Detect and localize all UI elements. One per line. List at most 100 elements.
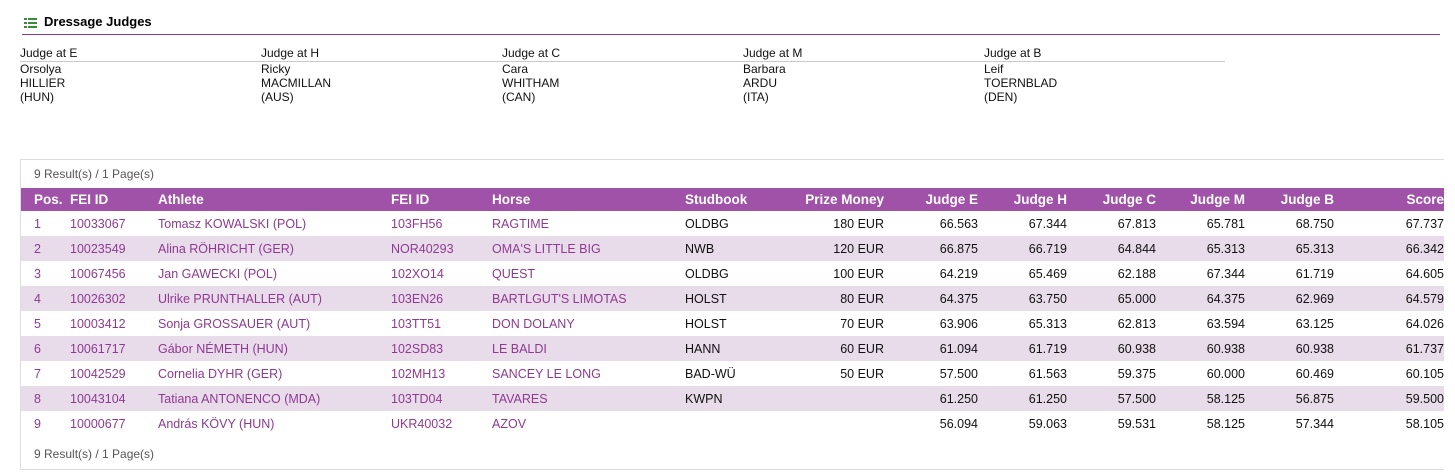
cell-pos: 5 [34, 316, 41, 331]
cell-studbook: BAD-WÜ [685, 366, 736, 381]
athlete-link[interactable]: Tatiana ANTONENCO (MDA) [158, 386, 391, 411]
horse-fei-id-link[interactable]: 103TT51 [391, 316, 442, 331]
cell-judge-c: 59.531 [1117, 416, 1156, 431]
athlete-fei-id-link[interactable]: 10003412 [70, 316, 126, 331]
horse-fei-id-link[interactable]: 103TD04 [391, 386, 492, 411]
athlete-fei-id-link[interactable]: 10043104 [68, 386, 158, 411]
col-judge-b[interactable]: Judge B [1259, 188, 1348, 211]
col-judge-c[interactable]: Judge C [1081, 188, 1170, 211]
cell-judge-e: 57.500 [939, 366, 978, 381]
athlete-fei-id-link[interactable]: 10067456 [70, 266, 126, 281]
col-studbook[interactable]: Studbook [685, 188, 777, 211]
results-table: Pos. FEI ID Athlete FEI ID Horse Studboo… [21, 188, 1444, 436]
horse-link[interactable]: SANCEY LE LONG [492, 366, 601, 381]
cell-pos: 8 [21, 386, 68, 411]
section-header: Dressage Judges [22, 10, 1440, 35]
col-score[interactable]: Score [1348, 188, 1444, 211]
col-judge-m[interactable]: Judge M [1170, 188, 1259, 211]
cell-judge-h: 61.250 [992, 386, 1081, 411]
athlete-fei-id-link[interactable]: 10061717 [68, 336, 158, 361]
horse-fei-id-link[interactable]: 102SD83 [391, 336, 492, 361]
judge-nation: (DEN) [984, 90, 1018, 104]
table-row: 6 10061717 Gábor NÉMETH (HUN) 102SD83 LE… [21, 336, 1444, 361]
table-header-row: Pos. FEI ID Athlete FEI ID Horse Studboo… [21, 188, 1444, 211]
horse-link[interactable]: RAGTIME [492, 216, 549, 231]
athlete-fei-id-link[interactable]: 10000677 [70, 416, 126, 431]
cell-score: 61.737 [1348, 336, 1444, 361]
horse-fei-id-link[interactable]: 103FH56 [391, 216, 443, 231]
col-horse[interactable]: Horse [492, 188, 685, 211]
judge-nation: (AUS) [261, 90, 294, 104]
horse-link[interactable]: QUEST [492, 266, 536, 281]
cell-judge-c: 62.813 [1117, 316, 1156, 331]
cell-judge-c: 57.500 [1081, 386, 1170, 411]
athlete-fei-id-link[interactable]: 10033067 [70, 216, 126, 231]
horse-link[interactable]: BARTLGUT'S LIMOTAS [492, 286, 685, 311]
athlete-link[interactable]: Alina RÖHRICHT (GER) [158, 236, 391, 261]
athlete-fei-id-link[interactable]: 10042529 [70, 366, 126, 381]
results-summary-bottom: 9 Result(s) / 1 Page(s) [34, 447, 155, 461]
athlete-fei-id-link[interactable]: 10023549 [68, 236, 158, 261]
athlete-link[interactable]: Ulrike PRUNTHALLER (AUT) [158, 286, 391, 311]
col-horse-fei-id[interactable]: FEI ID [391, 188, 492, 211]
horse-link[interactable]: LE BALDI [492, 336, 685, 361]
judge-first-name: Leif [984, 62, 1004, 76]
cell-judge-h: 66.719 [992, 236, 1081, 261]
horse-fei-id-link[interactable]: UKR40032 [391, 416, 453, 431]
judges-list-icon [24, 15, 37, 33]
horse-fei-id-link[interactable]: 102XO14 [391, 266, 444, 281]
col-fei-id[interactable]: FEI ID [68, 188, 158, 211]
horse-link[interactable]: OMA'S LITTLE BIG [492, 236, 685, 261]
cell-judge-c: 62.188 [1117, 266, 1156, 281]
cell-judge-c: 67.813 [1117, 216, 1156, 231]
cell-score: 60.105 [1405, 366, 1444, 381]
cell-judge-b: 60.469 [1295, 366, 1334, 381]
athlete-link[interactable]: Cornelia DYHR (GER) [158, 366, 283, 381]
results-panel: 9 Result(s) / 1 Page(s) Pos. FEI ID Athl… [20, 159, 1444, 470]
cell-judge-m: 64.375 [1170, 286, 1259, 311]
cell-pos: 1 [34, 216, 41, 231]
col-athlete[interactable]: Athlete [158, 188, 391, 211]
cell-judge-b: 65.313 [1259, 236, 1348, 261]
judge-c: Judge at C Cara WHITHAM (CAN) [502, 46, 743, 104]
athlete-link[interactable]: Sonja GROSSAUER (AUT) [158, 316, 311, 331]
table-row: 1 10033067 Tomasz KOWALSKI (POL) 103FH56… [21, 211, 1444, 236]
cell-judge-m: 60.000 [1206, 366, 1245, 381]
horse-fei-id-link[interactable]: 102MH13 [391, 366, 446, 381]
cell-judge-b: 61.719 [1295, 266, 1334, 281]
col-prize-money[interactable]: Prize Money [777, 188, 902, 211]
horse-link[interactable]: AZOV [492, 416, 527, 431]
cell-judge-b: 62.969 [1259, 286, 1348, 311]
athlete-link[interactable]: Tomasz KOWALSKI (POL) [158, 216, 307, 231]
judge-last-name: HILLIER [20, 76, 66, 90]
horse-fei-id-link[interactable]: 103EN26 [391, 286, 492, 311]
col-judge-e[interactable]: Judge E [902, 188, 992, 211]
horse-link[interactable]: TAVARES [492, 386, 685, 411]
col-pos[interactable]: Pos. [21, 188, 68, 211]
results-summary-top: 9 Result(s) / 1 Page(s) [34, 167, 155, 181]
horse-fei-id-link[interactable]: NOR40293 [391, 236, 492, 261]
cell-score: 58.105 [1405, 416, 1444, 431]
cell-prize: 100 EUR [833, 266, 884, 281]
athlete-link[interactable]: Jan GAWECKI (POL) [158, 266, 278, 281]
horse-link[interactable]: DON DOLANY [492, 316, 575, 331]
cell-pos: 3 [34, 266, 41, 281]
cell-judge-c: 64.844 [1081, 236, 1170, 261]
athlete-fei-id-link[interactable]: 10026302 [68, 286, 158, 311]
table-row: 7 10042529 Cornelia DYHR (GER) 102MH13 S… [21, 361, 1444, 386]
athlete-link[interactable]: András KÖVY (HUN) [158, 416, 275, 431]
athlete-link[interactable]: Gábor NÉMETH (HUN) [158, 336, 391, 361]
judge-b: Judge at B Leif TOERNBLAD (DEN) [984, 46, 1225, 104]
cell-judge-e: 56.094 [939, 416, 978, 431]
cell-prize: 50 EUR [840, 366, 884, 381]
judge-last-name: WHITHAM [502, 76, 560, 90]
cell-pos: 9 [34, 416, 41, 431]
cell-judge-m: 65.781 [1206, 216, 1245, 231]
cell-studbook: HOLST [685, 286, 777, 311]
cell-judge-e: 66.563 [939, 216, 978, 231]
judge-role: Judge at H [261, 46, 502, 62]
cell-score: 64.579 [1348, 286, 1444, 311]
col-judge-h[interactable]: Judge H [992, 188, 1081, 211]
judge-role: Judge at E [20, 46, 261, 62]
cell-studbook: KWPN [685, 386, 777, 411]
